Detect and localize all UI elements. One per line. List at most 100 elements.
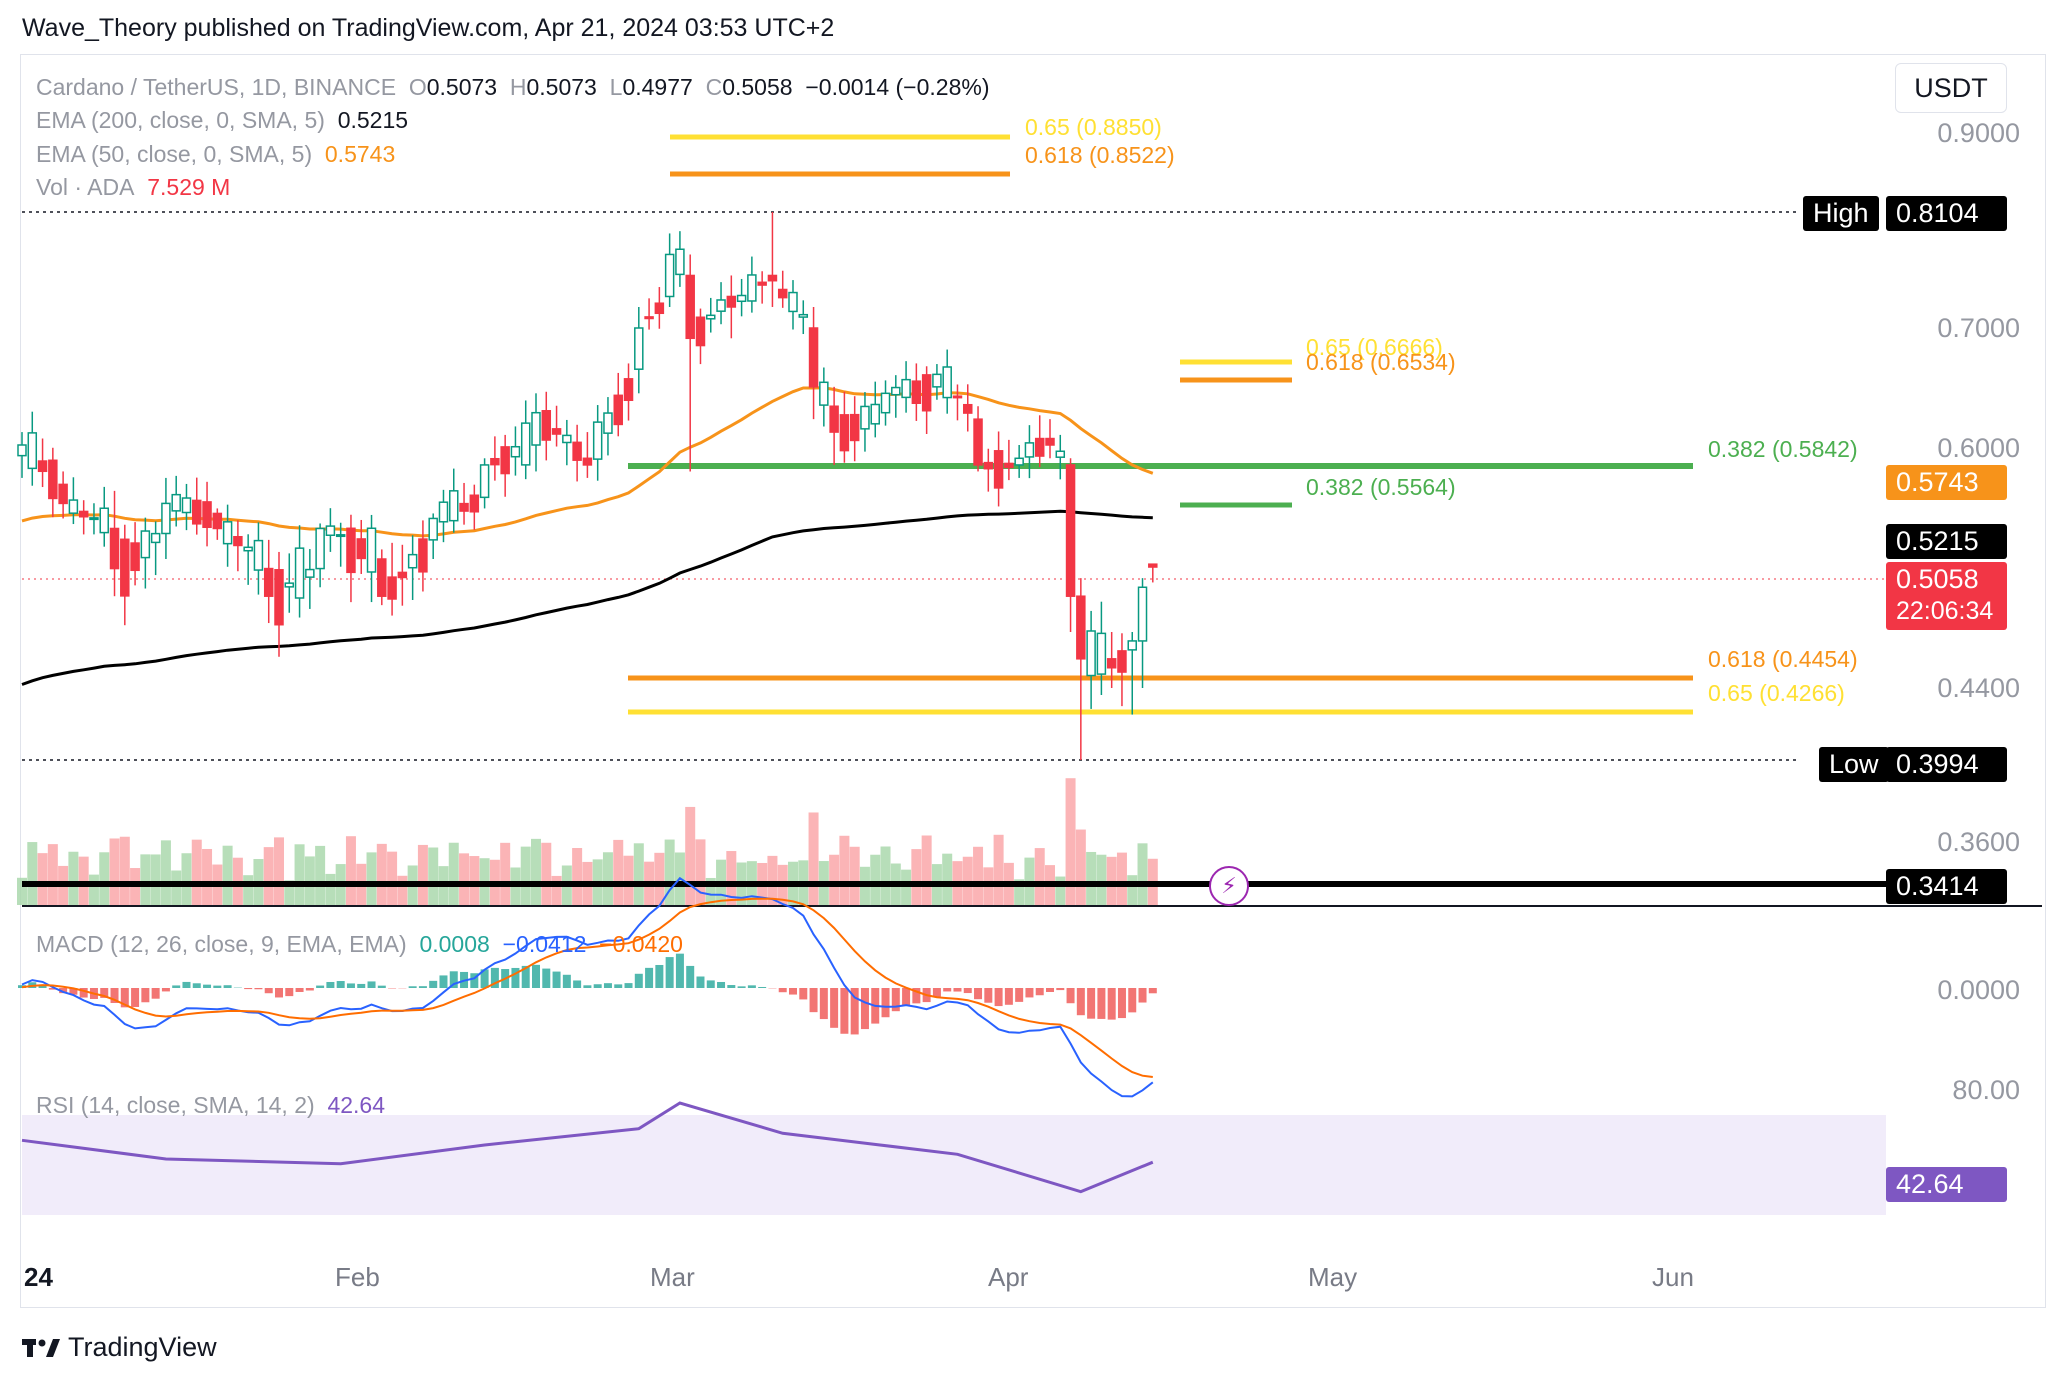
- macd-histogram-bar: [439, 975, 448, 988]
- publisher-header: Wave_Theory published on TradingView.com…: [22, 14, 835, 42]
- candle-body: [767, 274, 778, 282]
- macd-histogram-bar: [110, 988, 119, 1003]
- macd-histogram-bar: [717, 981, 726, 988]
- macd-histogram-bar: [151, 988, 160, 999]
- macd-histogram-bar: [429, 980, 438, 988]
- volume-bar: [767, 855, 778, 905]
- candle-body: [891, 386, 901, 396]
- volume-bar: [37, 853, 48, 905]
- volume-bar: [140, 854, 151, 905]
- macd-histogram-bar: [624, 983, 633, 988]
- macd-histogram-bar: [593, 984, 602, 988]
- candle-body: [222, 521, 233, 545]
- volume-bar: [531, 838, 541, 905]
- candle-body: [592, 421, 603, 460]
- candle-body: [140, 530, 151, 559]
- candle-body: [233, 535, 243, 547]
- volume-bar: [993, 834, 1004, 905]
- volume-bar: [325, 873, 336, 905]
- macd-histogram-bar: [675, 953, 684, 988]
- macd-histogram-bar: [891, 988, 900, 1012]
- macd-histogram-bar: [809, 988, 818, 1013]
- rsi-legend[interactable]: RSI (14, close, SMA, 14, 2) 42.64: [36, 1092, 385, 1119]
- volume-bar: [202, 848, 213, 905]
- volume-bar: [376, 843, 387, 905]
- macd-histogram-bar: [1056, 988, 1065, 991]
- x-axis-label: Mar: [650, 1262, 695, 1292]
- volume-label: Vol · ADA: [36, 174, 135, 200]
- candle-body: [747, 274, 757, 302]
- candle-body: [726, 295, 737, 308]
- candle-body: [294, 547, 305, 599]
- volume-value: 7.529 M: [147, 174, 231, 200]
- alert-lightning-icon[interactable]: ⚡: [1209, 866, 1249, 906]
- volume-bar: [222, 845, 233, 905]
- volume-bar: [973, 846, 984, 905]
- volume-bar: [1106, 856, 1117, 905]
- ema200-legend[interactable]: EMA (200, close, 0, SMA, 5) 0.5215: [36, 107, 408, 134]
- candle-body: [58, 483, 68, 505]
- ema50-label: EMA (50, close, 0, SMA, 5): [36, 141, 313, 167]
- volume-bar: [829, 854, 840, 905]
- ema50-legend[interactable]: EMA (50, close, 0, SMA, 5) 0.5743: [36, 141, 395, 168]
- rsi-axis-label: 80.00: [1952, 1075, 2020, 1105]
- candle-body: [706, 314, 716, 320]
- candle-body: [459, 502, 469, 512]
- macd-histogram-bar: [1128, 988, 1137, 1013]
- candle-body: [901, 378, 911, 399]
- candle-body: [89, 517, 99, 521]
- candle-body: [880, 392, 891, 414]
- candle-body: [171, 493, 181, 512]
- macd-histogram-bar: [655, 964, 664, 988]
- macd-histogram-bar: [1015, 988, 1024, 1002]
- chart-frame[interactable]: [20, 54, 2046, 1308]
- bar-countdown: 22:06:34: [1896, 597, 1994, 625]
- volume-bar: [284, 880, 295, 905]
- macd-histogram-bar: [1035, 988, 1044, 996]
- volume-bar: [1055, 876, 1066, 905]
- candle-body: [192, 499, 202, 525]
- candle-body: [274, 569, 284, 626]
- macd-histogram-bar: [79, 988, 88, 998]
- macd-histogram-bar: [747, 985, 756, 988]
- candle-body: [623, 378, 634, 402]
- ema50-value: 0.5743: [324, 141, 396, 167]
- volume-bar: [520, 846, 531, 905]
- candle-body: [1106, 658, 1117, 669]
- macd-histogram-bar: [161, 988, 170, 992]
- macd-histogram-bar: [203, 984, 212, 988]
- candle-body: [675, 248, 685, 276]
- volume-bar: [17, 877, 27, 905]
- macd-histogram-bar: [59, 988, 68, 994]
- candle-body: [911, 380, 922, 404]
- macd-histogram-bar: [336, 981, 345, 988]
- currency-selector-button[interactable]: USDT: [1895, 63, 2007, 113]
- candle-body: [490, 457, 500, 466]
- candle-body: [829, 405, 839, 433]
- candle-body: [1117, 650, 1127, 673]
- volume-legend[interactable]: Vol · ADA 7.529 M: [36, 174, 230, 201]
- price-axis-label: 0.7000: [1937, 313, 2020, 343]
- close-label: C: [705, 74, 723, 100]
- macd-histogram-bar: [408, 986, 417, 988]
- macd-histogram-bar: [532, 964, 540, 988]
- symbol-legend[interactable]: Cardano / TetherUS, 1D, BINANCE O0.5073 …: [36, 74, 989, 101]
- rsi-band: [22, 1115, 1886, 1215]
- macd-pane: [18, 876, 1157, 1098]
- volume-bar: [921, 835, 932, 905]
- candle-body: [942, 366, 952, 399]
- candle-body: [572, 441, 582, 461]
- macd-legend[interactable]: MACD (12, 26, close, 9, EMA, EMA) 0.0008…: [36, 931, 683, 958]
- high-tag-label: High: [1803, 196, 1879, 231]
- candle-body: [161, 502, 171, 535]
- candlestick-series: [17, 212, 1158, 760]
- candle-body: [78, 510, 89, 518]
- volume-bar: [469, 856, 480, 905]
- volume-bar: [78, 856, 89, 905]
- candle-body: [99, 507, 109, 534]
- last-price-tag: 0.5058 22:06:34: [1886, 562, 2007, 630]
- volume-bar: [849, 846, 860, 905]
- candle-body: [438, 501, 449, 523]
- macd-histogram-bar: [665, 957, 674, 988]
